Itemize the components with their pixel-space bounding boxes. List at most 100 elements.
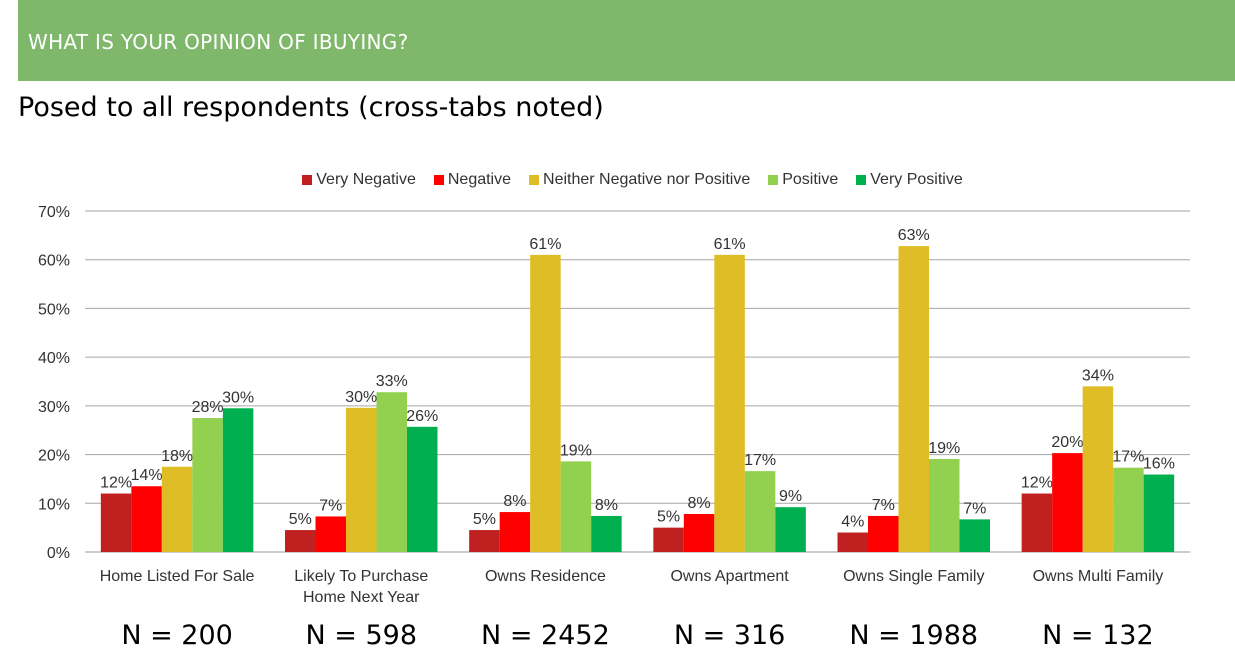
sample-size-label: N = 316 xyxy=(673,620,786,651)
bar xyxy=(837,532,868,552)
chart-legend: Very Negative Negative Neither Negative no… xyxy=(0,171,1235,189)
data-label: 18% xyxy=(161,448,193,465)
sample-size-label: N = 2452 xyxy=(481,620,610,651)
bar xyxy=(744,471,776,552)
bar xyxy=(959,519,990,552)
sample-size-label: N = 598 xyxy=(305,620,418,651)
sample-size-label: N = 200 xyxy=(121,620,233,651)
bar xyxy=(1113,467,1144,552)
bar xyxy=(929,458,960,552)
data-label: 5% xyxy=(289,511,312,528)
bar xyxy=(100,493,132,552)
page-subtitle: Posed to all respondents (cross-tabs not… xyxy=(18,92,604,123)
legend-swatch xyxy=(302,175,313,185)
sample-size-label: N = 132 xyxy=(1042,620,1154,651)
bar xyxy=(591,515,622,552)
bar xyxy=(407,426,438,552)
legend-swatch xyxy=(856,175,867,185)
bar xyxy=(131,486,162,552)
data-label: 8% xyxy=(688,495,711,512)
y-tick-label: 50% xyxy=(38,301,70,318)
y-tick-label: 20% xyxy=(38,448,70,465)
legend-label: Positive xyxy=(782,171,839,188)
bar xyxy=(653,527,684,552)
bar xyxy=(1021,493,1053,552)
data-label: 16% xyxy=(1143,456,1175,473)
y-tick-label: 60% xyxy=(38,253,70,270)
data-label: 17% xyxy=(1112,449,1144,466)
bar xyxy=(192,418,223,552)
data-label: 12% xyxy=(1021,475,1053,492)
data-label: 30% xyxy=(345,389,377,406)
bar xyxy=(775,507,806,552)
bar xyxy=(1082,386,1114,552)
bar xyxy=(560,461,592,552)
y-tick-label: 40% xyxy=(38,350,70,367)
bar xyxy=(499,512,531,552)
legend-label: Negative xyxy=(447,171,512,188)
data-label: 5% xyxy=(473,511,496,528)
data-label: 26% xyxy=(406,408,438,425)
legend-entry: Very Positive xyxy=(856,171,963,189)
x-tick-label: Owns Multi Family xyxy=(1033,568,1164,585)
x-tick-label: Home Next Year xyxy=(303,589,420,606)
bar xyxy=(1052,453,1083,552)
y-tick-label: 10% xyxy=(38,496,70,513)
legend-swatch xyxy=(768,175,779,185)
data-label: 14% xyxy=(131,467,163,484)
data-label: 61% xyxy=(529,236,561,253)
data-label: 19% xyxy=(928,440,960,457)
legend-label: Very Negative xyxy=(316,171,416,188)
legend-entry: Positive xyxy=(768,171,838,189)
bar xyxy=(469,530,500,552)
bar xyxy=(222,408,254,552)
data-label: 7% xyxy=(319,497,342,514)
bar xyxy=(161,466,193,552)
legend-label: Very Positive xyxy=(870,171,963,188)
bar xyxy=(346,407,377,552)
data-label: 34% xyxy=(1082,367,1114,384)
x-tick-label: Owns Single Family xyxy=(843,568,984,585)
sample-size-label: N = 1988 xyxy=(849,620,979,651)
data-label: 61% xyxy=(714,236,746,253)
bar xyxy=(530,254,561,552)
data-label: 28% xyxy=(192,399,224,416)
bar-chart: 0%10%20%30%40%50%60%70%12%14%18%28%30%Ho… xyxy=(38,204,1190,606)
y-tick-label: 70% xyxy=(38,204,70,221)
data-label: 17% xyxy=(744,452,776,469)
x-tick-label: Likely To Purchase xyxy=(294,568,428,585)
data-label: 9% xyxy=(779,488,802,505)
data-label: 8% xyxy=(595,497,618,514)
page-title: WHAT IS YOUR OPINION OF IBUYING? xyxy=(28,30,409,54)
y-tick-label: 30% xyxy=(38,399,70,416)
bar xyxy=(898,246,929,552)
y-tick-label: 0% xyxy=(47,545,70,562)
data-label: 30% xyxy=(222,389,254,406)
bar xyxy=(1143,474,1175,552)
data-label: 7% xyxy=(872,497,895,514)
bar xyxy=(868,515,899,552)
bar xyxy=(315,516,346,552)
data-label: 19% xyxy=(560,442,592,459)
legend-label: Neither Negative nor Positive xyxy=(543,171,751,188)
legend-swatch xyxy=(529,175,540,185)
data-label: 7% xyxy=(963,500,986,517)
header-bar: WHAT IS YOUR OPINION OF IBUYING? xyxy=(18,0,1235,81)
data-label: 12% xyxy=(100,475,132,492)
data-label: 63% xyxy=(898,227,930,244)
x-tick-label: Owns Apartment xyxy=(670,568,789,585)
bar xyxy=(376,392,407,552)
data-label: 8% xyxy=(503,493,526,510)
legend-entry: Very Negative xyxy=(302,171,416,189)
data-label: 33% xyxy=(376,373,408,390)
data-label: 4% xyxy=(841,514,864,531)
legend-entry: Negative xyxy=(433,171,512,189)
legend-entry: Neither Negative nor Positive xyxy=(529,171,750,189)
data-label: 20% xyxy=(1051,434,1083,451)
bar xyxy=(714,254,745,552)
bar xyxy=(285,530,316,552)
data-label: 5% xyxy=(657,509,680,526)
legend-swatch xyxy=(433,175,444,185)
bar xyxy=(683,514,715,552)
x-tick-label: Owns Residence xyxy=(485,568,606,585)
